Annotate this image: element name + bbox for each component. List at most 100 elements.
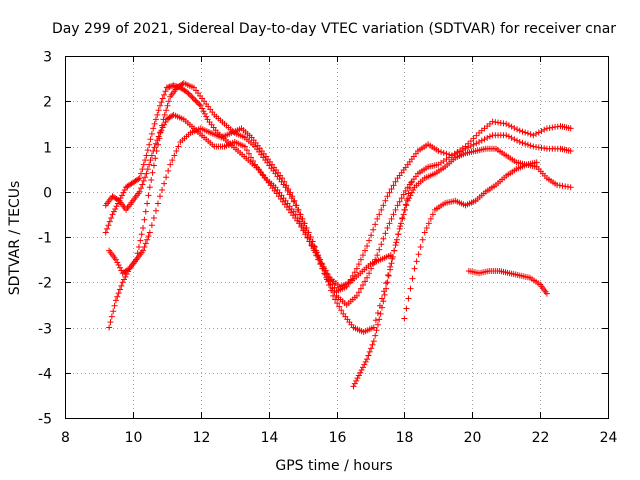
data-point — [283, 182, 290, 189]
data-point — [440, 149, 447, 156]
data-point — [511, 124, 518, 131]
y-tick-label: 1 — [43, 141, 52, 157]
data-point — [473, 140, 480, 147]
data-point — [392, 178, 399, 185]
series-pass-6 — [401, 159, 540, 322]
data-point — [535, 129, 542, 136]
data-point — [511, 136, 518, 143]
data-point — [122, 273, 129, 280]
data-point — [167, 161, 174, 168]
data-point — [159, 186, 166, 193]
data-point — [138, 231, 145, 238]
data-point — [140, 247, 147, 254]
data-point — [405, 295, 412, 302]
data-point — [370, 338, 377, 345]
data-point — [351, 269, 358, 276]
data-point — [372, 221, 379, 228]
data-point — [145, 192, 152, 199]
data-point — [104, 225, 111, 232]
data-point — [359, 364, 366, 371]
data-point — [144, 200, 151, 207]
data-point — [338, 307, 345, 314]
data-point — [287, 189, 294, 196]
data-point — [114, 259, 121, 266]
data-point — [142, 174, 149, 181]
data-point — [370, 324, 377, 331]
data-point — [406, 195, 413, 202]
data-point — [349, 272, 356, 279]
data-point — [152, 140, 159, 147]
data-point — [146, 229, 153, 236]
data-point — [533, 159, 540, 166]
data-point — [141, 243, 148, 250]
data-point — [385, 272, 392, 279]
data-point — [386, 220, 393, 227]
data-point — [154, 200, 161, 207]
x-axis-label: GPS time / hours — [275, 458, 392, 474]
data-point — [392, 242, 399, 249]
series-pass-4 — [106, 125, 415, 336]
y-tick-label: -2 — [38, 276, 52, 292]
data-point — [163, 174, 170, 181]
data-point — [148, 222, 155, 229]
data-point — [313, 252, 320, 259]
data-point — [387, 266, 394, 273]
data-point — [150, 162, 157, 169]
data-point — [123, 271, 130, 278]
y-tick-label: 2 — [43, 95, 52, 111]
data-point — [398, 195, 405, 202]
data-point — [313, 249, 320, 256]
data-point — [161, 180, 168, 187]
data-point — [394, 202, 401, 209]
data-point — [533, 130, 540, 137]
data-point — [390, 211, 397, 218]
data-point — [390, 182, 397, 189]
data-point — [285, 186, 292, 193]
data-point — [163, 107, 170, 114]
series-pass-7 — [465, 267, 550, 297]
data-point — [407, 285, 414, 292]
data-point — [397, 220, 404, 227]
data-point — [250, 157, 257, 164]
data-point — [304, 234, 311, 241]
data-point — [155, 107, 162, 114]
data-point — [245, 150, 252, 157]
data-point — [317, 261, 324, 268]
data-point — [406, 185, 413, 192]
data-point — [393, 239, 400, 246]
data-point — [381, 291, 388, 298]
data-point — [473, 132, 480, 139]
series-pass-2 — [106, 80, 574, 295]
x-tick-label: 14 — [261, 430, 279, 446]
data-point — [171, 152, 178, 159]
data-point — [392, 206, 399, 213]
data-point — [140, 224, 147, 231]
data-point — [150, 214, 157, 221]
data-point — [142, 240, 149, 247]
data-point — [151, 120, 158, 127]
data-point — [157, 102, 164, 109]
data-point — [384, 193, 391, 200]
data-point — [396, 225, 403, 232]
data-point — [148, 130, 155, 137]
data-point — [308, 242, 315, 249]
data-point — [353, 292, 360, 299]
data-point — [148, 176, 155, 183]
data-point — [159, 124, 166, 131]
data-point — [530, 132, 537, 139]
data-point — [305, 229, 312, 236]
data-point — [162, 119, 169, 126]
data-point — [435, 148, 442, 155]
data-point — [152, 207, 159, 214]
data-point — [470, 135, 477, 142]
data-point — [315, 254, 322, 261]
data-point — [374, 215, 381, 222]
data-point — [136, 175, 143, 182]
data-point — [365, 352, 372, 359]
data-point — [142, 208, 149, 215]
data-point — [330, 292, 337, 299]
data-point — [162, 88, 169, 95]
data-point — [372, 317, 379, 324]
data-point — [149, 169, 156, 176]
data-point — [396, 198, 403, 205]
